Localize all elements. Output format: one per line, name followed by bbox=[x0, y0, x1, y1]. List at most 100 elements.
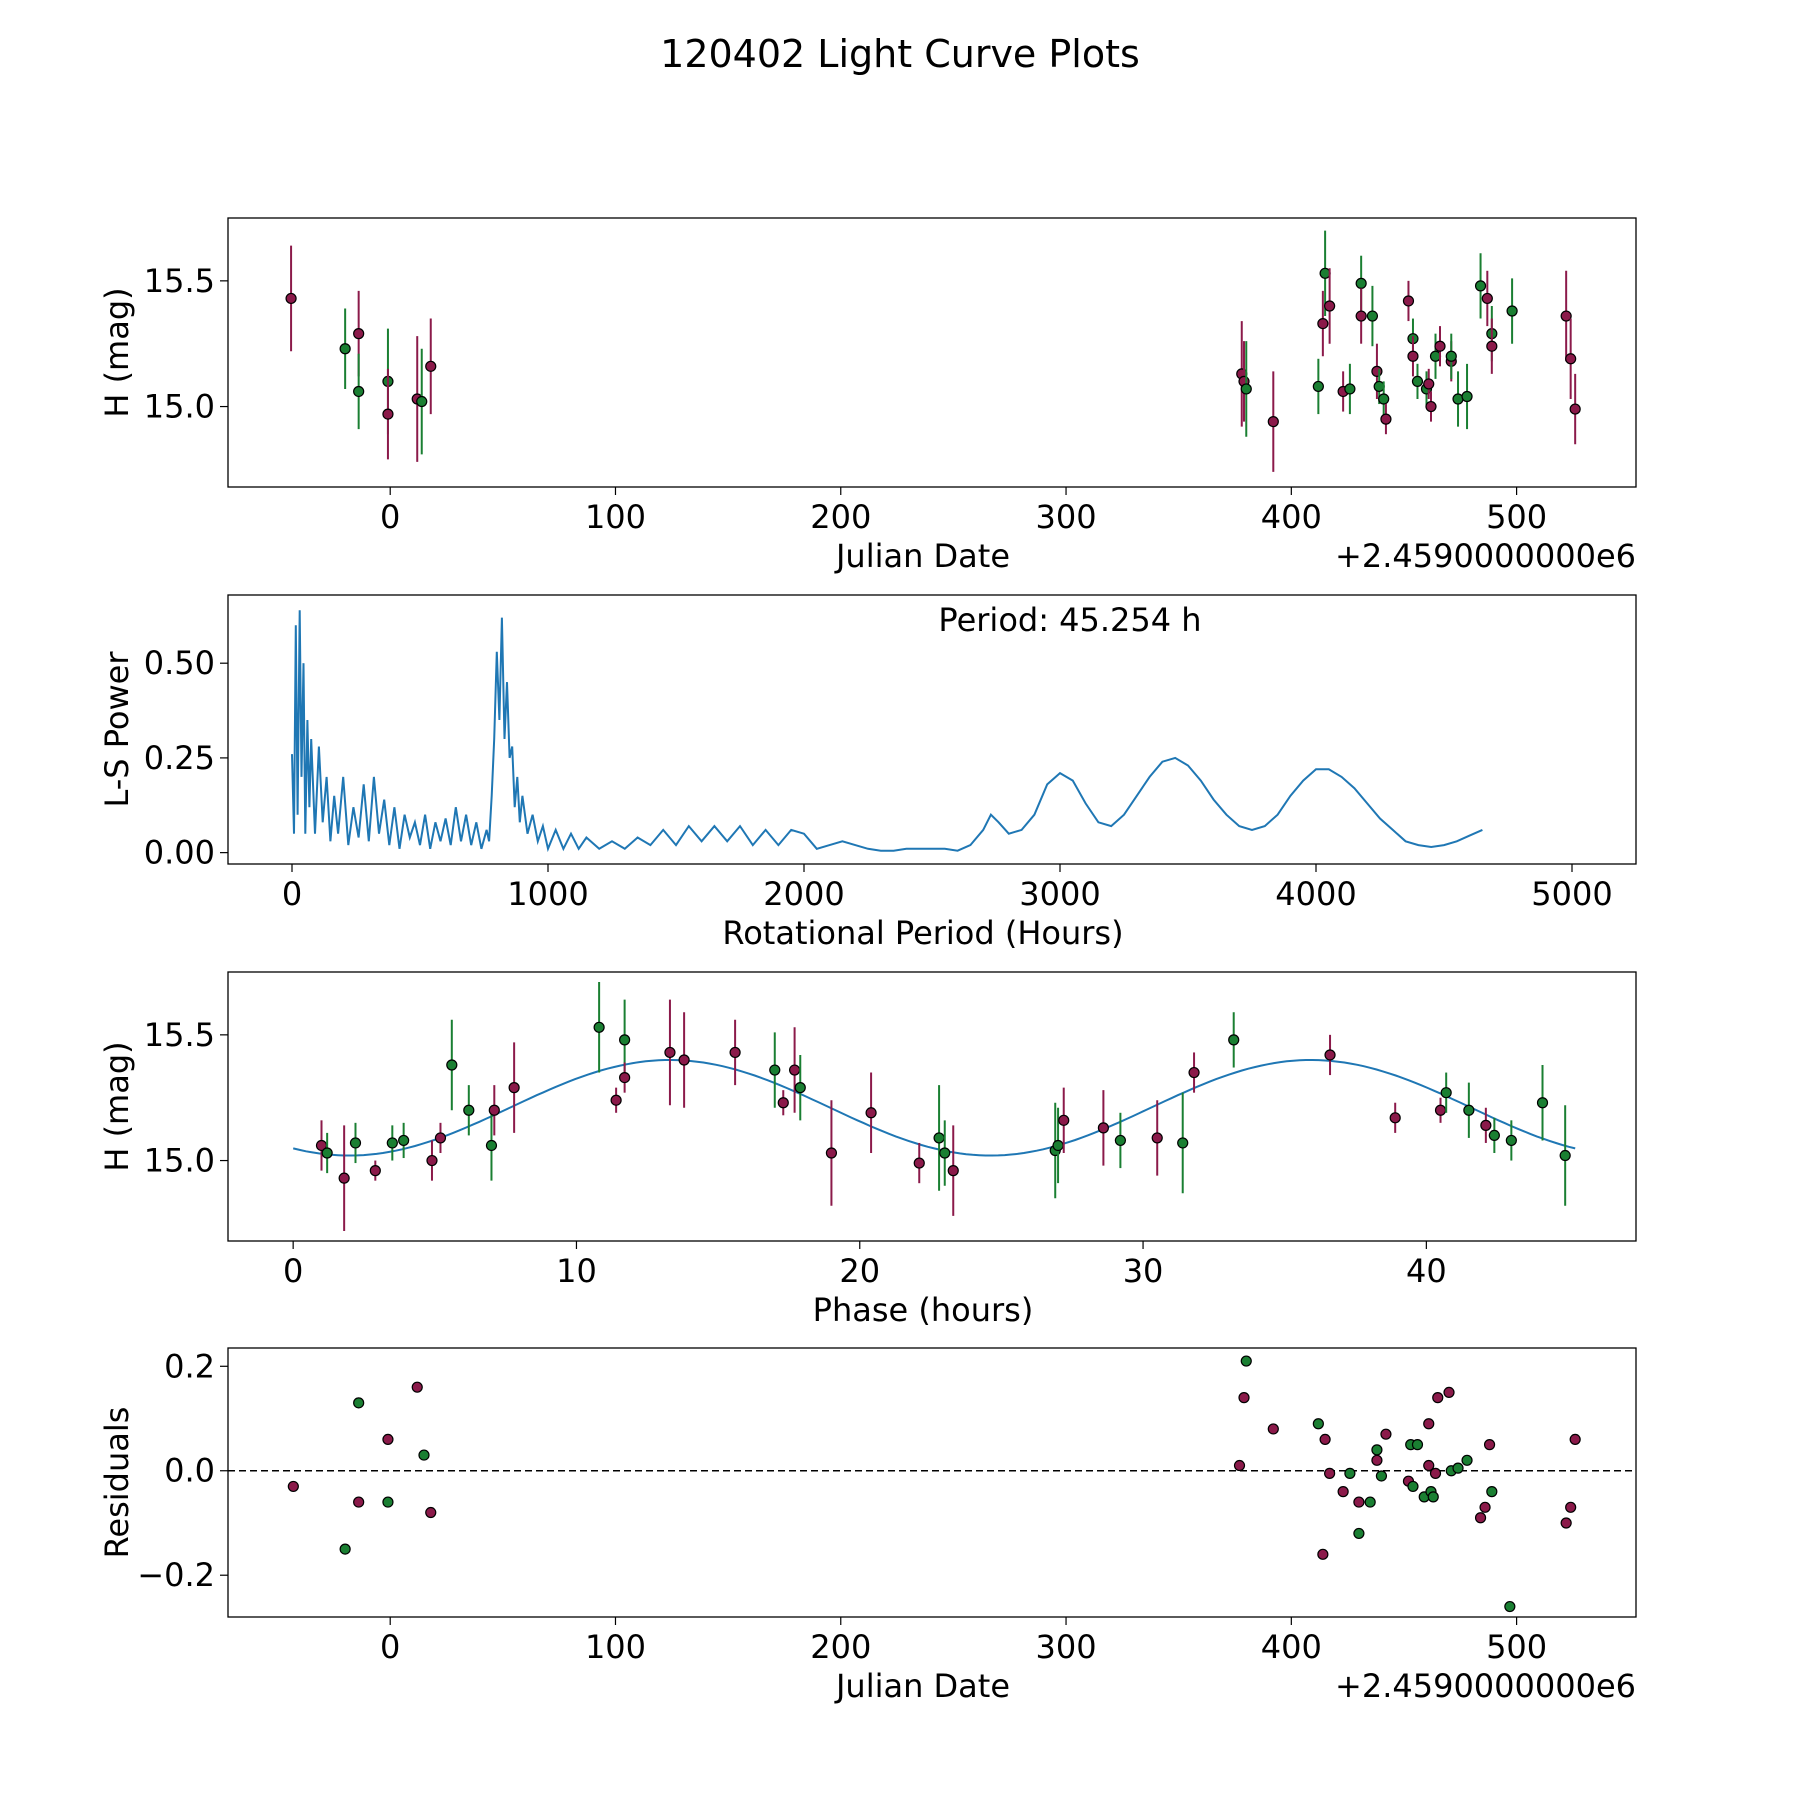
data-point bbox=[1238, 1392, 1250, 1404]
data-point bbox=[610, 1094, 622, 1106]
data-point bbox=[729, 1046, 741, 1059]
data-point bbox=[1371, 1454, 1383, 1466]
plot-area bbox=[228, 1355, 1636, 1613]
data-point bbox=[1429, 350, 1442, 362]
y-tick-label: 0.00 bbox=[144, 834, 215, 872]
data-point bbox=[1411, 375, 1424, 388]
data-point bbox=[369, 1165, 381, 1177]
data-point bbox=[933, 1132, 945, 1144]
data-point bbox=[349, 1137, 362, 1149]
data-point bbox=[1505, 1134, 1517, 1147]
figure-title: 120402 Light Curve Plots bbox=[660, 32, 1140, 76]
data-point bbox=[1058, 1114, 1070, 1126]
data-point bbox=[593, 1021, 605, 1033]
data-point bbox=[1423, 378, 1435, 390]
data-point bbox=[1432, 1392, 1444, 1404]
axes-frame bbox=[227, 971, 1637, 1242]
data-point bbox=[664, 1046, 676, 1059]
plot-area bbox=[291, 610, 1483, 853]
data-point bbox=[1380, 1428, 1392, 1440]
y-tick-label: 15.5 bbox=[144, 1016, 215, 1054]
data-point bbox=[1364, 1496, 1376, 1508]
data-point bbox=[386, 1137, 398, 1149]
data-point bbox=[1052, 1139, 1064, 1152]
data-point bbox=[1188, 1066, 1200, 1079]
data-point bbox=[1480, 1119, 1492, 1131]
x-tick-label: 10 bbox=[556, 1252, 597, 1290]
y-tick-label: 15.0 bbox=[144, 1142, 215, 1180]
x-tick-label: 5000 bbox=[1531, 875, 1612, 913]
x-tick-label: 0 bbox=[282, 875, 302, 913]
data-point bbox=[382, 408, 394, 420]
data-point bbox=[485, 1139, 498, 1152]
y-axis-label: Residuals bbox=[98, 1407, 136, 1559]
data-point bbox=[1423, 1418, 1435, 1430]
data-point bbox=[1402, 295, 1415, 307]
data-point bbox=[339, 343, 351, 355]
data-point bbox=[416, 395, 428, 408]
data-point bbox=[446, 1059, 458, 1071]
data-point bbox=[1371, 365, 1383, 377]
data-point bbox=[619, 1034, 631, 1046]
data-point bbox=[1474, 280, 1487, 292]
data-point bbox=[794, 1082, 806, 1094]
data-point bbox=[434, 1132, 447, 1144]
data-point bbox=[1411, 1439, 1424, 1451]
data-point bbox=[1344, 1467, 1356, 1479]
data-point bbox=[398, 1134, 410, 1147]
data-point bbox=[1312, 1418, 1324, 1430]
data-point bbox=[788, 1064, 801, 1076]
data-point bbox=[508, 1082, 520, 1094]
data-point bbox=[913, 1157, 925, 1169]
data-point bbox=[1559, 1149, 1571, 1162]
data-point bbox=[1317, 1548, 1329, 1560]
x-tick-label: 500 bbox=[1486, 498, 1547, 536]
data-point bbox=[1228, 1034, 1240, 1046]
data-point bbox=[353, 328, 365, 340]
data-point bbox=[1481, 292, 1493, 305]
data-point bbox=[353, 1397, 365, 1409]
data-point bbox=[1427, 1491, 1439, 1503]
x-tick-label: 300 bbox=[1036, 1628, 1097, 1666]
data-point bbox=[1097, 1122, 1109, 1134]
data-point bbox=[1355, 277, 1367, 289]
data-point bbox=[1324, 1049, 1336, 1061]
data-point bbox=[1461, 390, 1473, 403]
data-point bbox=[425, 360, 437, 372]
x-tick-label: 400 bbox=[1261, 1628, 1322, 1666]
data-point bbox=[1474, 1512, 1487, 1524]
data-point bbox=[1114, 1134, 1126, 1147]
data-point bbox=[338, 1172, 350, 1184]
data-point bbox=[382, 1496, 394, 1508]
data-point bbox=[1389, 1112, 1401, 1124]
x-offset-label: +2.4590000000e6 bbox=[1335, 1667, 1636, 1705]
data-point bbox=[1407, 350, 1419, 362]
y-axis-label: L-S Power bbox=[98, 651, 136, 808]
x-tick-label: 0 bbox=[283, 1252, 303, 1290]
data-point bbox=[1560, 310, 1572, 322]
model-fit-curve bbox=[292, 1059, 1576, 1157]
data-point bbox=[285, 292, 297, 305]
data-point bbox=[1479, 1501, 1491, 1513]
y-tick-label: 0.50 bbox=[144, 644, 215, 682]
data-point bbox=[382, 1433, 394, 1446]
data-point bbox=[287, 1480, 299, 1493]
data-point bbox=[1378, 393, 1390, 405]
x-tick-label: 1000 bbox=[507, 875, 588, 913]
data-point bbox=[418, 1449, 430, 1461]
data-point bbox=[1319, 267, 1331, 279]
x-tick-label: 0 bbox=[380, 498, 400, 536]
data-point bbox=[1353, 1527, 1365, 1540]
data-point bbox=[1233, 1459, 1246, 1472]
data-point bbox=[1565, 1501, 1577, 1513]
data-point bbox=[426, 1154, 438, 1167]
data-point bbox=[1536, 1097, 1549, 1109]
data-point bbox=[353, 1496, 365, 1508]
x-tick-label: 100 bbox=[585, 1628, 646, 1666]
data-point bbox=[1461, 1454, 1473, 1466]
data-point bbox=[1423, 1459, 1435, 1472]
data-point bbox=[1375, 1470, 1388, 1482]
plot-area bbox=[285, 230, 1581, 472]
data-point bbox=[1443, 1386, 1455, 1398]
